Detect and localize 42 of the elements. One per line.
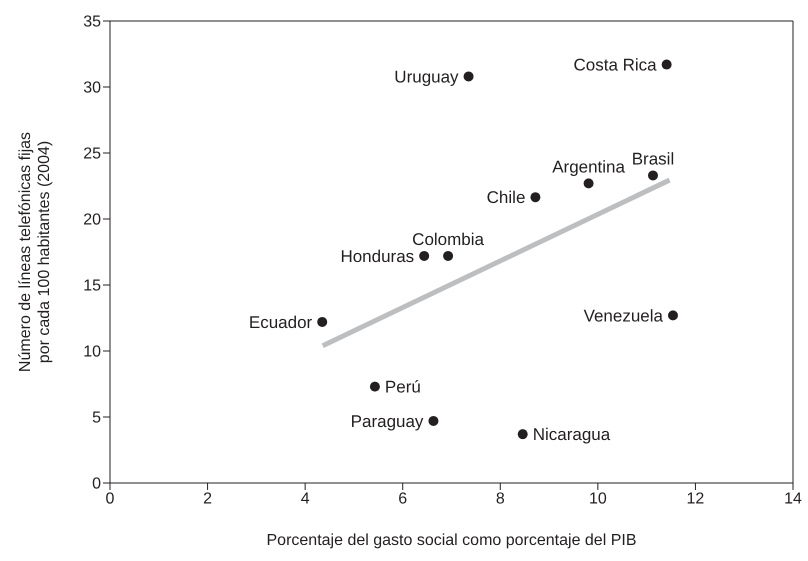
y-tick-label: 35 [83,14,102,31]
annotation: Colombia [412,230,485,249]
y-tick-label: 20 [83,212,102,229]
x-tick-label: 10 [588,490,607,508]
annotation: Perú [384,378,421,397]
annotation: Venezuela [584,306,664,326]
y-axis-title: Número de líneas telefónicas fijas por cada 100 habitantes (2004) [17,132,53,372]
annotation: Brasil [632,149,674,168]
point [464,71,474,82]
annotation: Paraguay [350,412,424,431]
x-tick-label: 14 [784,490,802,508]
x-tick-label: 0 [106,490,115,508]
y-tick-label: 15 [83,278,102,295]
x-axis-title: Porcentaje del gasto social como porcentaje del PIB [266,532,636,549]
y-tick-label: 30 [83,80,102,97]
y-tick-label: 10 [83,344,102,361]
annotation: Ecuador [248,312,313,332]
point [668,310,678,320]
annotation: Argentina [552,157,626,176]
x-tick-label: 12 [686,490,704,508]
point [419,250,430,261]
annotation: Chile [486,188,526,208]
annotation: Nicaragua [532,425,611,444]
point [584,178,594,188]
x-tick-label: 2 [203,490,212,508]
point [370,382,380,392]
point [518,429,528,440]
x-tick-label: 4 [300,490,310,508]
annotation: Honduras [340,246,414,266]
annotation: Costa Rica [574,56,658,75]
point [428,416,438,426]
point [648,170,658,180]
annotation: Uruguay [394,67,460,86]
point [317,316,328,327]
x-tick-label: 8 [496,490,505,508]
y-tick-label: 5 [92,410,102,427]
x-tick-label: 6 [398,490,408,508]
y-tick-label: 25 [83,146,102,163]
point [443,250,454,261]
point [662,60,672,70]
y-tick-label: 0 [92,476,102,493]
point [530,192,540,202]
